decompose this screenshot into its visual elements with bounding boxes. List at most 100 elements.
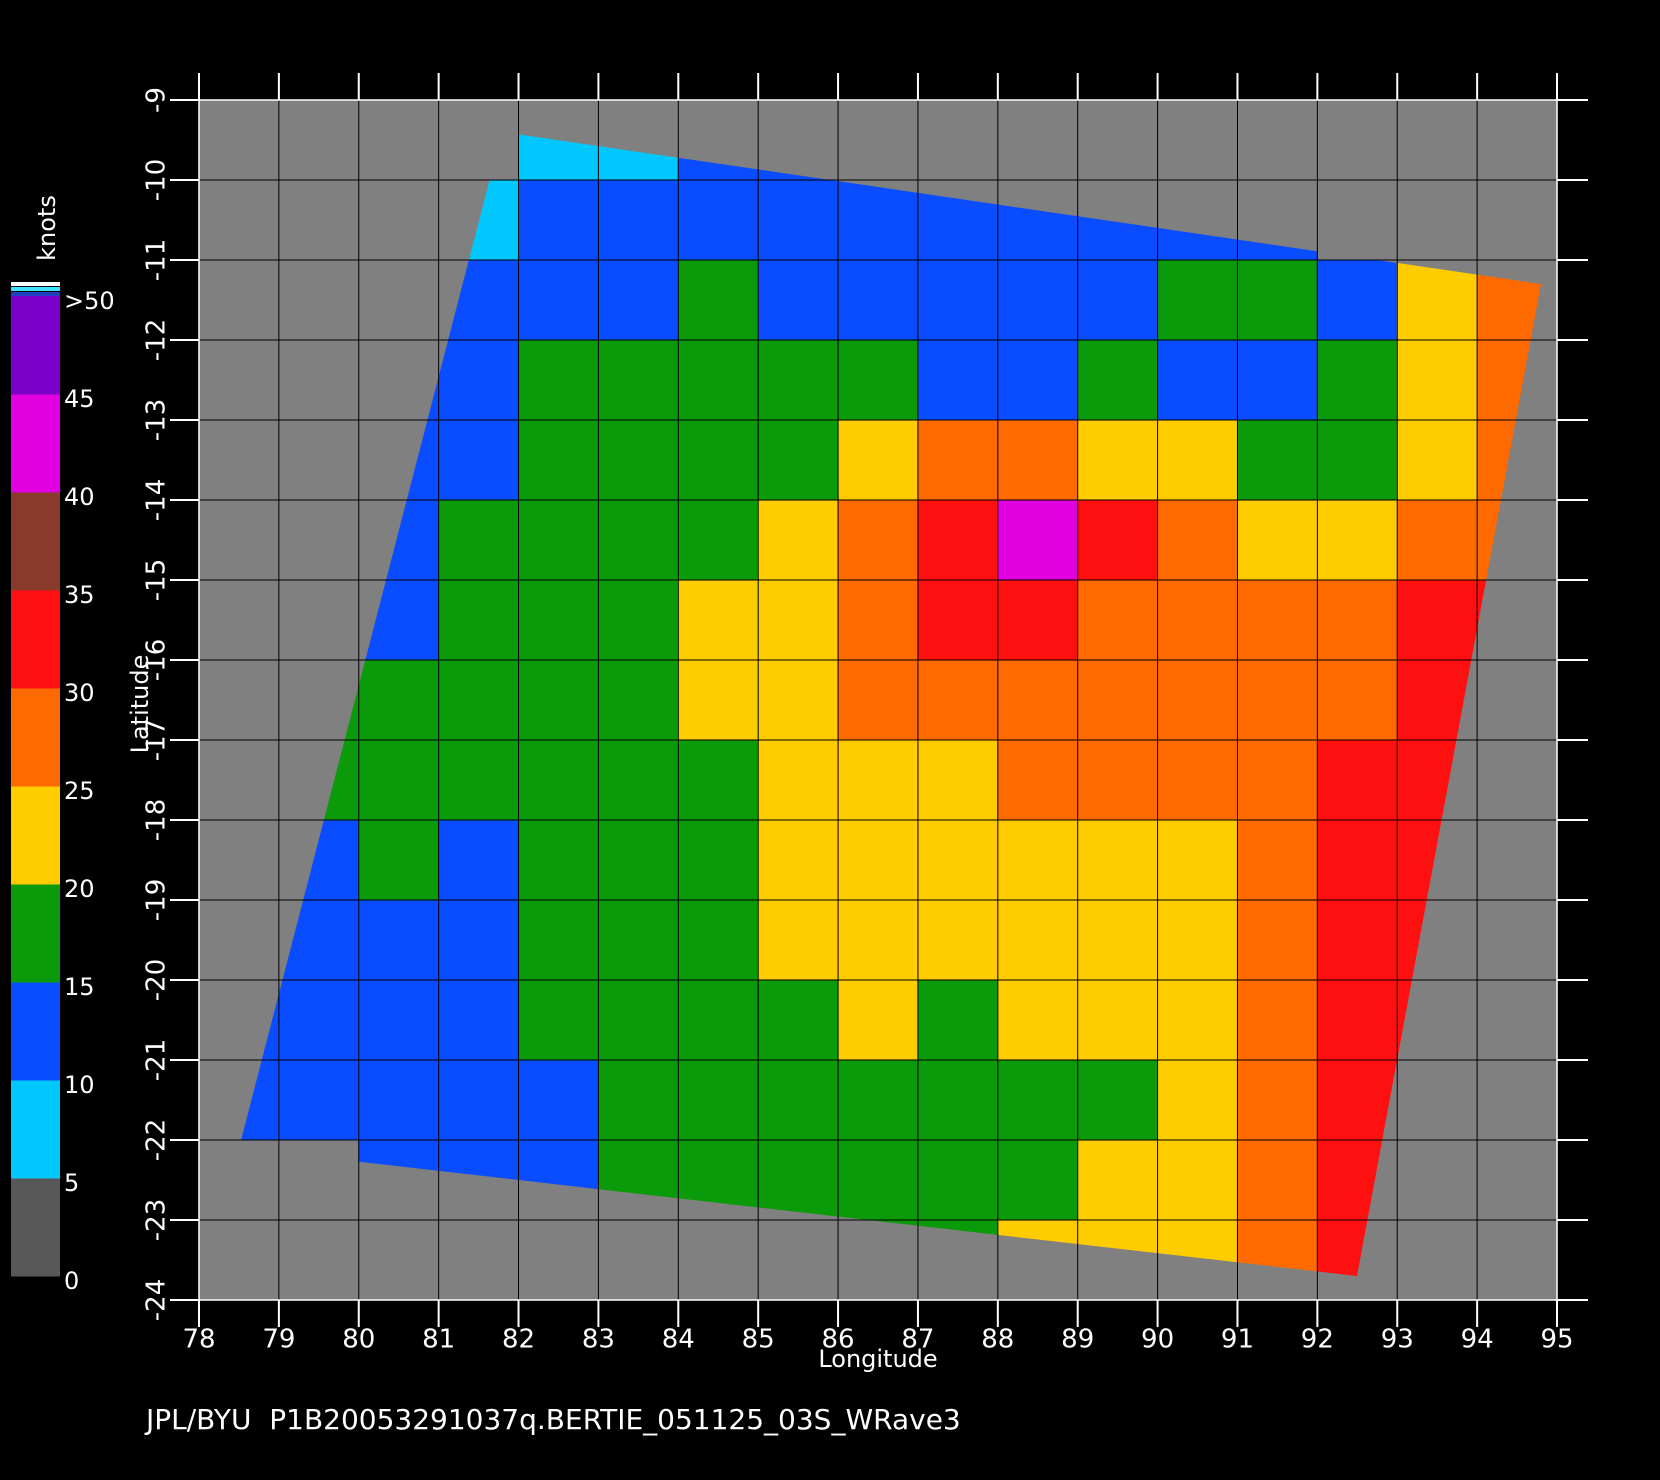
wind-cell xyxy=(1236,1139,1318,1221)
colorbar-tick-label: 10 xyxy=(64,1071,95,1099)
wind-cell xyxy=(837,739,919,821)
wind-cell xyxy=(1316,499,1398,581)
wind-cell xyxy=(358,739,440,821)
wind-cell xyxy=(1236,1059,1318,1141)
wind-cell xyxy=(1077,979,1159,1061)
wind-cell xyxy=(1236,899,1318,981)
wind-cell xyxy=(1236,739,1318,821)
x-tick-label: 90 xyxy=(1141,1325,1174,1355)
wind-cell xyxy=(597,579,679,661)
wind-cell xyxy=(438,579,520,661)
wind-cell xyxy=(837,339,919,421)
wind-cell xyxy=(837,579,919,661)
wind-cell xyxy=(837,499,919,581)
wind-cell xyxy=(997,739,1079,821)
wind-cell xyxy=(597,979,679,1061)
wind-cell xyxy=(1077,419,1159,501)
wind-cell xyxy=(1396,339,1478,421)
wind-cell xyxy=(597,659,679,741)
wind-cell xyxy=(1316,979,1398,1061)
wind-cell xyxy=(438,899,520,981)
wind-cell xyxy=(597,179,679,261)
x-tick-label: 93 xyxy=(1381,1325,1414,1355)
wind-cell xyxy=(1077,579,1159,661)
wind-cell xyxy=(757,339,839,421)
wind-cell xyxy=(757,179,839,261)
colorbar-label: knots xyxy=(33,195,61,261)
wind-cell xyxy=(597,259,679,341)
wind-cell xyxy=(438,1059,520,1141)
wind-cell xyxy=(1077,899,1159,981)
wind-cell xyxy=(518,1059,599,1141)
wind-cell xyxy=(917,739,999,821)
wind-cell xyxy=(1236,659,1318,741)
wind-cell xyxy=(1396,579,1478,661)
wind-cell xyxy=(1157,579,1238,661)
wind-cell xyxy=(917,579,999,661)
wind-cell xyxy=(438,419,520,501)
wind-cell xyxy=(677,419,759,501)
wind-cell xyxy=(1236,819,1318,901)
colorbar-tick-label: 45 xyxy=(64,385,95,413)
x-tick-label: 78 xyxy=(182,1325,215,1355)
wind-cell xyxy=(837,1059,919,1141)
wind-cell xyxy=(597,819,679,901)
wind-cell xyxy=(597,499,679,581)
colorbar-tick-label: 15 xyxy=(64,973,95,1001)
wind-cell xyxy=(1236,499,1318,581)
wind-cell xyxy=(1236,419,1318,501)
wind-cell xyxy=(917,419,999,501)
wind-cell xyxy=(917,659,999,741)
wind-cell xyxy=(1077,259,1159,341)
x-tick-label: 86 xyxy=(822,1325,855,1355)
wind-cell xyxy=(1157,419,1238,501)
wind-cell xyxy=(1157,899,1238,981)
wind-cell xyxy=(837,819,919,901)
y-tick-label: -17 xyxy=(142,719,172,761)
wind-cell xyxy=(1396,419,1478,501)
colorbar-tick-label: 5 xyxy=(64,1169,79,1197)
wind-cell xyxy=(1316,259,1398,341)
x-tick-label: 79 xyxy=(262,1325,295,1355)
colorbar-tick-label: 20 xyxy=(64,875,95,903)
wind-cell xyxy=(757,899,839,981)
x-tick-label: 80 xyxy=(342,1325,375,1355)
wind-cell xyxy=(1077,659,1159,741)
wind-cell xyxy=(677,579,759,661)
wind-cell xyxy=(1236,339,1318,421)
wind-cell xyxy=(1077,739,1159,821)
wind-cell xyxy=(997,339,1079,421)
wind-cell xyxy=(1077,499,1159,581)
y-tick-label: -22 xyxy=(142,1119,172,1161)
colorbar-segment xyxy=(11,296,60,395)
y-tick-label: -16 xyxy=(142,639,172,681)
wind-cell xyxy=(1236,259,1318,341)
wind-cell xyxy=(1077,339,1159,421)
y-tick-label: -21 xyxy=(142,1039,172,1081)
wind-cell xyxy=(1157,1139,1238,1221)
wind-cell xyxy=(677,659,759,741)
colorbar-segment xyxy=(11,394,60,493)
wind-cell xyxy=(997,579,1079,661)
y-tick-label: -23 xyxy=(142,1199,172,1241)
colorbar-segment xyxy=(11,982,60,1081)
wind-cell xyxy=(757,259,839,341)
colorbar-tick-label: 35 xyxy=(64,581,95,609)
wind-cell xyxy=(1236,979,1318,1061)
wind-cell xyxy=(1396,499,1478,581)
wind-cell xyxy=(837,899,919,981)
y-tick-label: -18 xyxy=(142,799,172,841)
wind-cell xyxy=(1396,259,1478,341)
x-tick-label: 89 xyxy=(1061,1325,1094,1355)
y-tick-label: -19 xyxy=(142,879,172,921)
colorbar-segment xyxy=(11,590,60,689)
wind-cell xyxy=(518,499,599,581)
wind-cell xyxy=(358,1059,440,1141)
wind-cell xyxy=(837,179,919,261)
wind-cell xyxy=(518,659,599,741)
wind-cell xyxy=(1157,499,1238,581)
wind-cell xyxy=(757,819,839,901)
wind-cell xyxy=(677,979,759,1061)
wind-cell xyxy=(837,419,919,501)
y-tick-label: -12 xyxy=(142,319,172,361)
